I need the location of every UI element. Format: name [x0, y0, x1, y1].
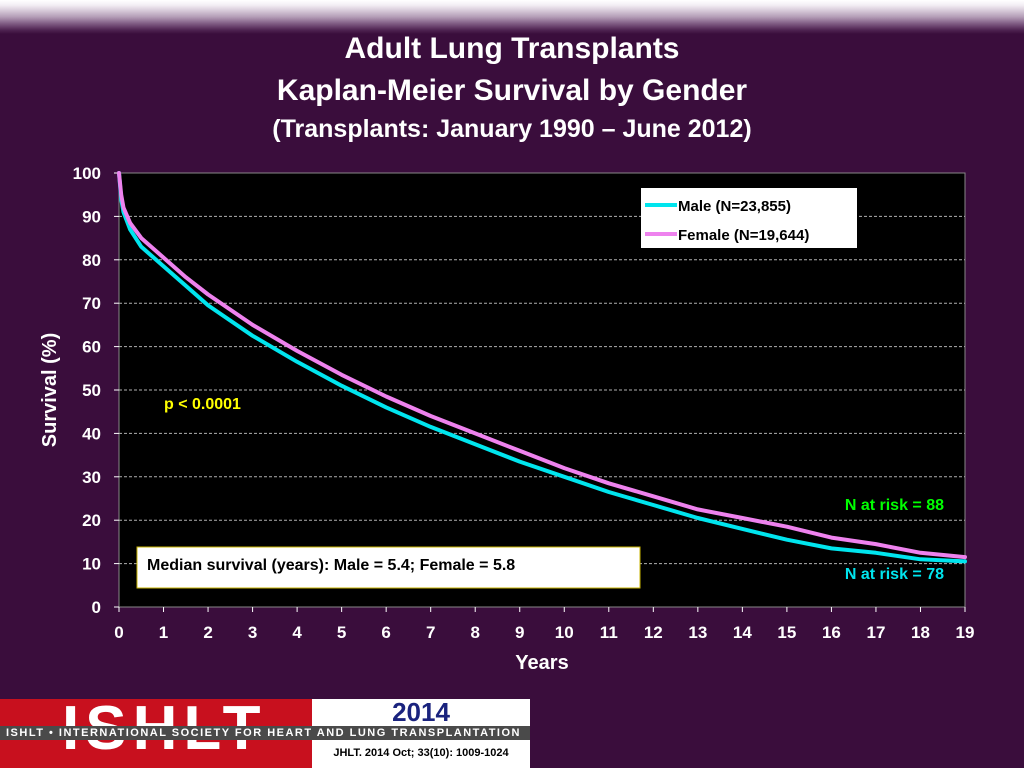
x-tick-label-8: 8: [470, 623, 479, 642]
x-tick-label-7: 7: [426, 623, 435, 642]
x-axis-label: Years: [515, 652, 568, 674]
series-lines: [117, 171, 967, 564]
series-line-male: [117, 171, 967, 564]
y-tick-label-10: 10: [82, 555, 101, 574]
y-tick-label-20: 20: [82, 511, 101, 530]
x-tick-label-5: 5: [337, 623, 346, 642]
y-tick-label-100: 100: [73, 164, 101, 183]
x-tick-label-16: 16: [822, 623, 841, 642]
x-tick-label-3: 3: [248, 623, 257, 642]
y-tick-label-80: 80: [82, 251, 101, 270]
y-tick-label-30: 30: [82, 468, 101, 487]
x-tick-label-19: 19: [956, 623, 975, 642]
median-survival-box: Median survival (years): Male = 5.4; Fem…: [136, 546, 641, 589]
society-name-band: ISHLT • INTERNATIONAL SOCIETY FOR HEART …: [0, 726, 530, 740]
x-tick-label-15: 15: [777, 623, 796, 642]
legend: Male (N=23,855) Female (N=19,644): [641, 188, 857, 248]
x-axis: 0 1 2 3 4 5 6 7 8 9 10 11 12 13 14 15 16 17 18 19: [114, 607, 974, 642]
p-value-label: p < 0.0001: [164, 396, 241, 413]
citation-label: JHLT. 2014 Oct; 33(10): 1009-1024: [312, 740, 530, 768]
y-axis-label: Survival (%): [39, 333, 61, 447]
y-tick-label-40: 40: [82, 424, 101, 443]
year-label: 2014: [312, 699, 530, 726]
x-tick-label-14: 14: [733, 623, 752, 642]
x-tick-label-13: 13: [688, 623, 707, 642]
top-gradient-band: [0, 0, 1024, 34]
x-tick-label-6: 6: [381, 623, 390, 642]
slide-title: Adult Lung Transplants: [344, 32, 680, 65]
legend-female-label: Female (N=19,644): [678, 227, 809, 244]
x-tick-label-10: 10: [555, 623, 574, 642]
x-tick-label-0: 0: [114, 623, 123, 642]
male-at-risk-label: N at risk = 78: [845, 566, 944, 583]
series-line-female: [117, 171, 967, 560]
x-tick-label-18: 18: [911, 623, 930, 642]
median-survival-text: Median survival (years): Male = 5.4; Fem…: [147, 557, 515, 574]
x-tick-label-17: 17: [866, 623, 885, 642]
y-tick-label-70: 70: [82, 294, 101, 313]
x-tick-label-2: 2: [203, 623, 212, 642]
female-at-risk-label: N at risk = 88: [845, 497, 944, 514]
slide-date-range: (Transplants: January 1990 – June 2012): [272, 115, 752, 143]
y-tick-label-0: 0: [92, 598, 101, 617]
y-axis: 0 10 20 30 40 50 60 70 80 90 100: [73, 164, 119, 617]
x-tick-label-1: 1: [159, 623, 168, 642]
y-tick-label-50: 50: [82, 381, 101, 400]
y-tick-label-90: 90: [82, 207, 101, 226]
x-tick-label-11: 11: [600, 623, 618, 642]
slide-subtitle: Kaplan-Meier Survival by Gender: [276, 74, 748, 107]
x-tick-label-9: 9: [515, 623, 524, 642]
y-tick-label-60: 60: [82, 338, 101, 357]
x-tick-label-12: 12: [644, 623, 663, 642]
x-tick-label-4: 4: [292, 623, 302, 642]
legend-male-label: Male (N=23,855): [678, 198, 791, 215]
